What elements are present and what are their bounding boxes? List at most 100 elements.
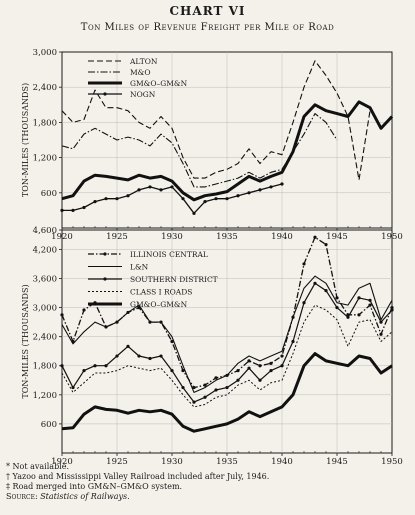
data-point bbox=[71, 208, 75, 212]
data-point bbox=[324, 288, 328, 293]
data-point bbox=[192, 400, 196, 404]
data-point bbox=[214, 376, 218, 380]
x-tick-label: 1945 bbox=[326, 457, 348, 467]
data-point bbox=[159, 354, 163, 358]
legend-label: GM&O–GM&N bbox=[130, 300, 188, 309]
legend-marker bbox=[103, 277, 107, 281]
data-point bbox=[368, 298, 372, 302]
data-point bbox=[368, 303, 372, 307]
data-point bbox=[148, 185, 152, 189]
data-point bbox=[137, 188, 141, 192]
y-tick-label: 1,800 bbox=[33, 118, 57, 128]
legend-marker bbox=[103, 252, 107, 256]
data-point bbox=[126, 344, 130, 348]
data-point bbox=[379, 320, 383, 324]
data-point bbox=[192, 211, 196, 215]
y-tick-label: 1,800 bbox=[33, 362, 57, 372]
data-point bbox=[104, 364, 108, 368]
data-point bbox=[269, 368, 273, 373]
data-point bbox=[390, 305, 394, 310]
y-tick-label: 1,200 bbox=[33, 391, 57, 401]
data-point bbox=[60, 364, 64, 368]
data-point bbox=[203, 395, 207, 399]
data-point bbox=[104, 197, 108, 201]
data-point bbox=[346, 315, 350, 319]
data-point bbox=[192, 385, 196, 390]
data-point bbox=[247, 359, 251, 363]
data-point bbox=[181, 385, 185, 390]
data-point bbox=[181, 197, 185, 201]
series-line bbox=[61, 100, 394, 202]
data-point bbox=[115, 354, 119, 358]
data-point bbox=[82, 308, 86, 312]
data-point bbox=[258, 364, 262, 368]
y-axis-label: TON-MILES (THOUSANDS) bbox=[21, 83, 30, 197]
legend-label: M&O bbox=[130, 68, 151, 77]
y-tick-label: 600 bbox=[41, 420, 57, 430]
data-point bbox=[214, 388, 218, 392]
data-point bbox=[258, 378, 262, 382]
data-point bbox=[269, 185, 273, 189]
data-point bbox=[137, 354, 141, 358]
data-point bbox=[82, 368, 86, 373]
y-tick-label: 3,000 bbox=[33, 48, 57, 58]
y-axis-label: TON-MILES (THOUSANDS) bbox=[21, 284, 30, 398]
data-point bbox=[93, 364, 97, 368]
data-point bbox=[236, 194, 240, 198]
data-point bbox=[148, 356, 152, 361]
legend-marker bbox=[103, 92, 107, 96]
x-tick-label: 1950 bbox=[381, 457, 403, 467]
data-point bbox=[313, 281, 317, 285]
y-tick-label: 3,000 bbox=[33, 304, 57, 314]
data-point bbox=[247, 366, 251, 370]
data-point bbox=[225, 385, 229, 390]
footnote-not-available: * Not available. bbox=[6, 462, 70, 471]
data-point bbox=[247, 191, 251, 195]
data-point bbox=[335, 305, 339, 310]
legend-label: ALTON bbox=[129, 57, 158, 66]
data-point bbox=[335, 296, 339, 300]
data-point bbox=[313, 235, 317, 239]
data-point bbox=[93, 200, 97, 204]
data-point bbox=[357, 313, 361, 317]
data-point bbox=[181, 368, 185, 373]
series-line bbox=[61, 275, 393, 393]
data-point bbox=[258, 188, 262, 192]
y-tick-label: 4,600 bbox=[33, 226, 57, 236]
chart-subtitle: Ton Miles of Revenue Freight per Mile of… bbox=[80, 22, 335, 33]
data-point bbox=[126, 194, 130, 198]
data-point bbox=[324, 242, 328, 247]
data-point bbox=[170, 185, 174, 189]
legend-label: SOUTHERN DISTRICT bbox=[130, 275, 218, 284]
source-line: Source: Statistics of Railways. bbox=[6, 492, 269, 502]
data-point bbox=[71, 385, 75, 390]
data-point bbox=[236, 378, 240, 382]
series-line bbox=[61, 304, 393, 408]
x-tick-label: 1935 bbox=[216, 457, 238, 467]
y-tick-label: 2,400 bbox=[33, 333, 57, 343]
y-tick-label: 2,400 bbox=[33, 83, 57, 93]
legend-label: NOGN bbox=[130, 90, 156, 99]
x-tick-label: 1930 bbox=[161, 457, 183, 467]
x-tick-label: 1925 bbox=[106, 457, 128, 467]
y-tick-label: 4,200 bbox=[33, 245, 57, 255]
data-point bbox=[379, 332, 383, 336]
x-tick-label: 1940 bbox=[271, 457, 293, 467]
legend-label: L&N bbox=[130, 263, 149, 272]
data-point bbox=[357, 296, 361, 300]
data-point bbox=[115, 197, 119, 201]
chart-title: CHART VI bbox=[169, 4, 246, 18]
data-point bbox=[302, 301, 306, 305]
data-point bbox=[390, 308, 394, 312]
data-point bbox=[60, 208, 64, 212]
data-point bbox=[203, 200, 207, 204]
legend-label: ILLINOIS CENTRAL bbox=[130, 250, 208, 259]
data-point bbox=[302, 262, 306, 266]
source-text: Statistics of Railways. bbox=[40, 492, 130, 501]
x-tick-label: 1920 bbox=[51, 457, 73, 467]
data-point bbox=[236, 368, 240, 373]
data-point bbox=[203, 383, 207, 387]
series-line bbox=[61, 60, 371, 181]
data-point bbox=[60, 313, 64, 317]
